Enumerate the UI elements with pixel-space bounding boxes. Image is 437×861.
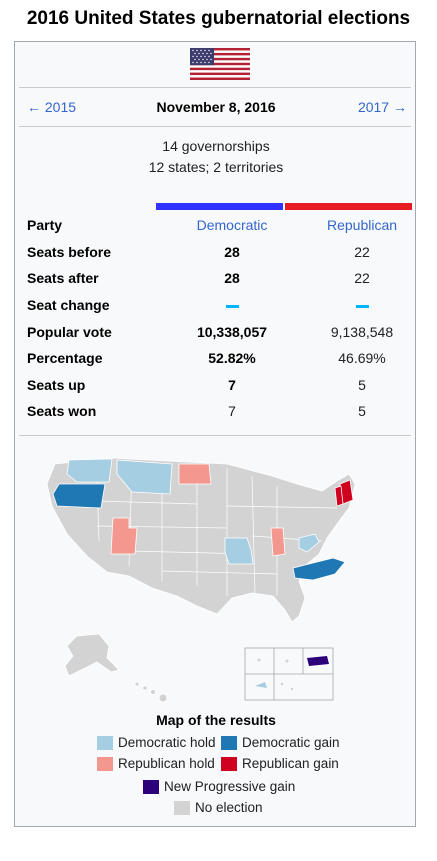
divider	[19, 87, 411, 88]
state-west-virginia	[298, 533, 320, 553]
no-election-swatch	[174, 801, 190, 815]
dem-hold-swatch	[97, 736, 113, 750]
summary-states: 12 states; 2 territories	[148, 159, 284, 175]
page-title: 2016 United States gubernatorial electio…	[26, 8, 411, 29]
row-popular-vote: Popular vote 10,338,057 9,138,548	[27, 324, 394, 340]
state-north-dakota	[178, 463, 212, 485]
legend-dem-gain: Democratic gain	[221, 735, 351, 753]
election-date: November 8, 2016	[156, 99, 276, 115]
state-indiana	[270, 527, 286, 557]
mainland-us	[46, 457, 356, 623]
divider	[19, 435, 411, 436]
row-percentage: Percentage 52.82% 46.69%	[27, 350, 386, 366]
no-change-icon	[355, 304, 369, 308]
legend-rep-hold: Republican hold	[97, 756, 227, 774]
state-hawaii	[134, 681, 168, 703]
row-seats-before: Seats before 28 22	[27, 244, 370, 260]
next-election-link[interactable]: 2017 →	[357, 99, 407, 115]
np-gain-swatch	[143, 780, 159, 794]
state-oregon	[52, 483, 106, 509]
state-montana	[116, 459, 173, 495]
legend-none: No election	[174, 800, 294, 818]
no-change-icon	[225, 304, 239, 308]
state-vermont	[334, 485, 344, 507]
republican-party-link[interactable]: Republican	[326, 217, 398, 233]
state-missouri	[224, 537, 254, 565]
row-seats-up: Seats up 7 5	[27, 377, 366, 393]
state-utah	[110, 517, 138, 555]
dem-gain-swatch	[221, 736, 237, 750]
row-party: Party Democratic Republican	[27, 217, 407, 241]
map-caption: Map of the results	[156, 712, 276, 728]
prev-election-link[interactable]: ← 2015	[27, 99, 77, 115]
democratic-party-link[interactable]: Democratic	[196, 217, 268, 233]
row-seat-change: Seat change	[27, 297, 407, 321]
legend-rep-gain: Republican gain	[221, 756, 351, 774]
row-seats-won: Seats won 7 5	[27, 403, 366, 419]
state-alaska	[64, 633, 120, 677]
republican-color-bar	[285, 203, 412, 210]
rep-gain-swatch	[221, 757, 237, 771]
democratic-color-bar	[156, 203, 283, 210]
rep-hold-swatch	[97, 757, 113, 771]
us-flag-icon	[190, 48, 250, 80]
state-washington	[66, 458, 113, 483]
results-map[interactable]	[37, 446, 397, 711]
row-seats-after: Seats after 28 22	[27, 270, 370, 286]
territories-inset	[244, 647, 334, 701]
puerto-rico	[307, 656, 329, 666]
summary-governorships: 14 governorships	[162, 138, 270, 154]
legend-dem-hold: Democratic hold	[97, 735, 227, 753]
infobox: ← 2015 November 8, 2016 2017 → 14 govern…	[14, 41, 416, 827]
legend-np-gain: New Progressive gain	[143, 779, 313, 797]
divider	[19, 126, 411, 127]
state-north-carolina	[292, 557, 346, 581]
